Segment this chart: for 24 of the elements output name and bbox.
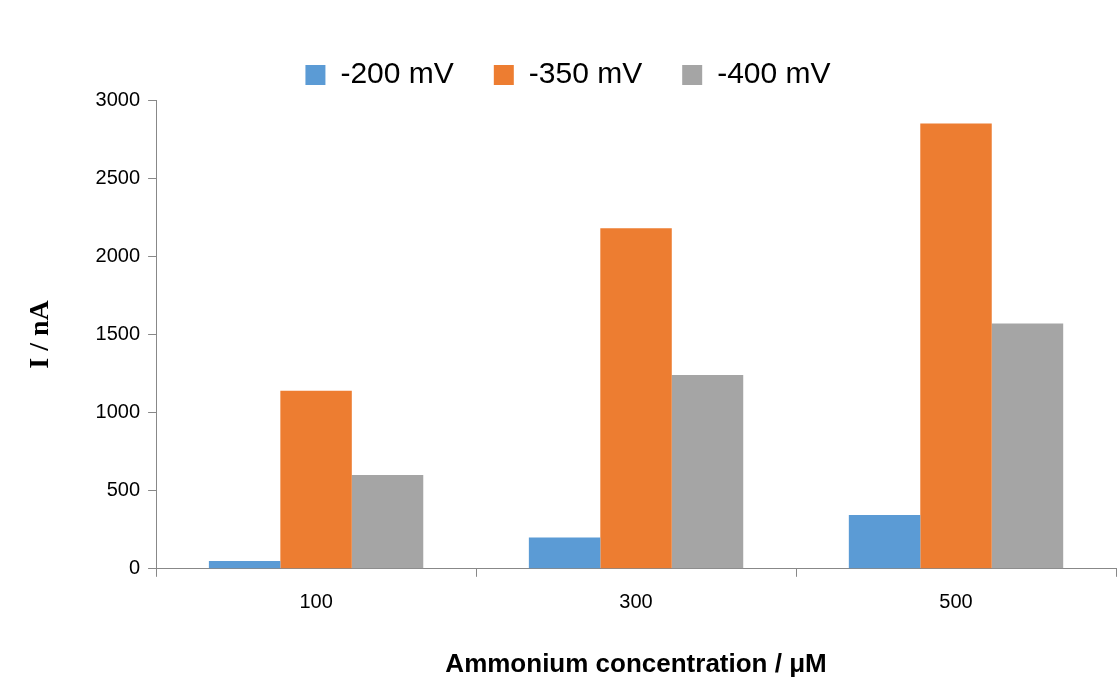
y-tick-label: 1000 <box>95 400 141 423</box>
bar <box>208 560 281 569</box>
legend-label: -200 mV <box>340 56 454 90</box>
bar <box>600 228 672 569</box>
legend-label: -400 mV <box>717 56 831 90</box>
bar <box>991 323 1064 569</box>
x-axis-title: Ammonium concentration / μM <box>445 647 827 678</box>
bar <box>848 514 921 569</box>
y-tick-label: 2000 <box>95 243 141 266</box>
y-tick-label: 500 <box>106 478 141 501</box>
x-tick-label: 500 <box>939 590 973 613</box>
bar <box>920 123 992 569</box>
bar <box>671 375 744 569</box>
x-tick-label: 100 <box>299 590 333 613</box>
bar <box>280 390 352 569</box>
y-tick-label: 0 <box>128 556 141 579</box>
y-tick-label: 3000 <box>95 87 141 110</box>
y-axis-title: I / nA <box>23 299 55 369</box>
bar <box>528 537 601 569</box>
x-tick-label: 300 <box>619 590 653 613</box>
legend-label: -350 mV <box>528 56 643 90</box>
y-tick-label: 2500 <box>95 165 141 188</box>
bar <box>351 475 424 569</box>
y-tick-label: 1500 <box>95 321 141 344</box>
